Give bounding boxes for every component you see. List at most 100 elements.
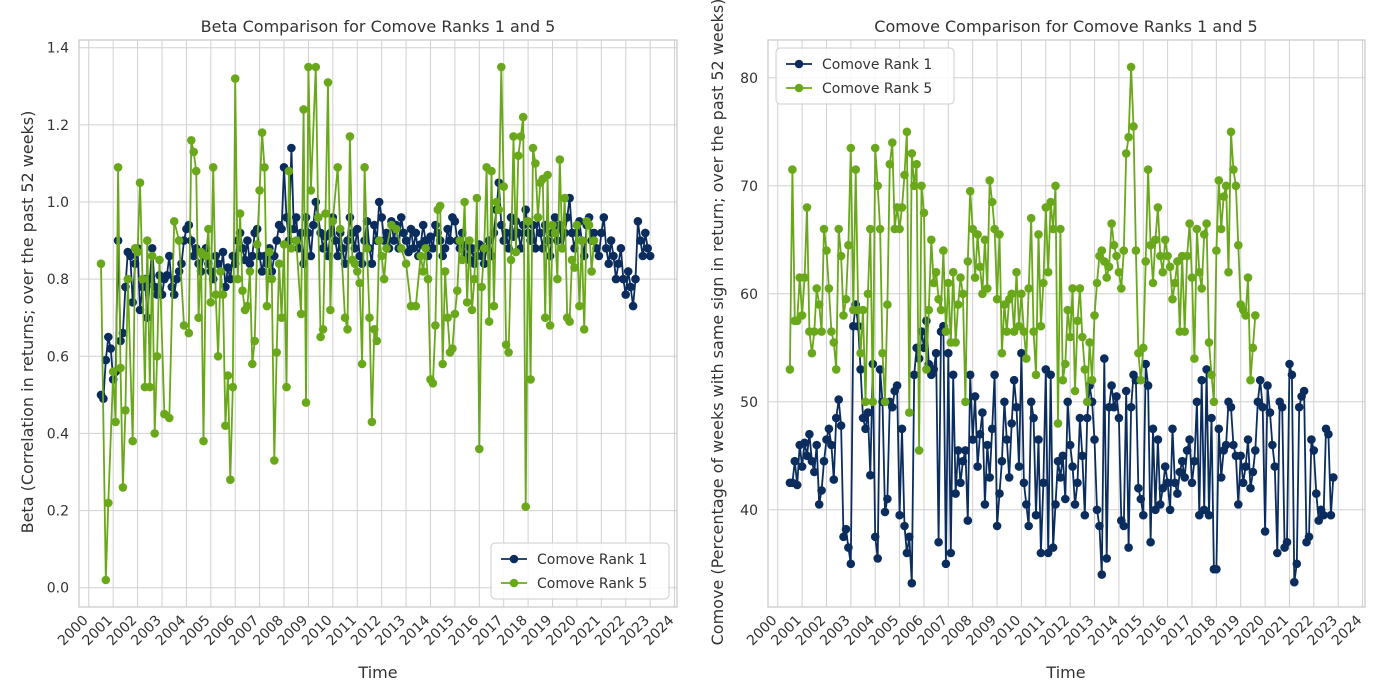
comove-data-point	[875, 365, 885, 374]
beta-data-point	[438, 251, 448, 261]
comove-data-point	[788, 165, 797, 174]
beta-data-point	[467, 305, 477, 315]
beta-data-point	[106, 344, 115, 353]
beta-data-point	[306, 251, 316, 261]
comove-data-point	[1248, 343, 1258, 353]
comove-data-point	[900, 170, 909, 180]
comove-data-point	[797, 462, 807, 471]
comove-data-point	[983, 284, 992, 293]
comove-data-point	[1097, 246, 1107, 255]
beta-data-point	[296, 228, 306, 238]
beta-data-point	[628, 301, 638, 311]
comove-data-point	[905, 408, 914, 417]
comove-data-point	[1277, 402, 1287, 412]
beta-data-point	[641, 228, 650, 238]
beta-data-point	[343, 325, 352, 334]
comove-data-point	[1085, 338, 1094, 347]
comove-data-point	[831, 365, 841, 374]
comove-data-point	[897, 424, 907, 434]
beta-data-point	[128, 298, 137, 307]
comove-data-point	[1043, 267, 1053, 277]
comove-data-point	[1141, 359, 1150, 369]
comove-data-point	[985, 473, 994, 482]
comove-data-point	[1214, 424, 1224, 434]
beta-data-point	[479, 244, 489, 253]
beta-data-point	[521, 205, 530, 214]
comove-data-point	[1248, 467, 1258, 477]
comove-data-point	[1141, 257, 1150, 266]
comove-data-point	[946, 548, 956, 558]
comove-data-point	[1131, 246, 1141, 255]
beta-data-point	[501, 228, 511, 238]
comove-data-point	[1163, 251, 1172, 261]
comove-data-point	[810, 327, 819, 336]
beta-data-point	[143, 236, 152, 245]
comove-data-point	[1197, 284, 1206, 293]
comove-data-point	[866, 224, 875, 234]
comove-data-point	[822, 246, 831, 255]
beta-data-point	[187, 236, 196, 245]
comove-data-point	[870, 532, 880, 542]
beta-data-point	[428, 379, 438, 388]
comove-data-point	[827, 440, 836, 450]
comove-data-point	[1219, 192, 1228, 201]
comove-data-point	[1061, 359, 1070, 369]
comove-data-point	[834, 224, 843, 234]
comove-data-point	[866, 470, 875, 480]
beta-legend-box	[490, 542, 670, 600]
beta-data-point	[206, 298, 216, 307]
beta-data-point	[450, 309, 460, 319]
comove-data-point	[975, 429, 985, 439]
beta-data-point	[304, 62, 313, 72]
beta-data-point	[443, 313, 452, 323]
beta-data-point	[450, 217, 460, 226]
comove-data-point	[819, 456, 829, 466]
comove-data-point	[970, 392, 980, 401]
beta-legend-label: Comove Rank 1	[537, 552, 647, 568]
comove-data-point	[897, 203, 907, 212]
beta-data-point	[277, 224, 286, 234]
beta-data-point	[558, 244, 567, 253]
comove-data-point	[807, 456, 817, 466]
beta-data-point	[543, 236, 552, 245]
comove-data-point	[1251, 311, 1260, 320]
beta-data-point	[604, 259, 613, 269]
comove-data-point	[1019, 327, 1029, 336]
comove-data-point	[997, 456, 1007, 466]
comove-data-point	[936, 305, 946, 315]
beta-data-point	[309, 220, 318, 230]
beta-data-point	[435, 201, 445, 211]
comove-data-point	[941, 559, 951, 569]
comove-data-point	[792, 480, 802, 490]
beta-data-point	[555, 155, 565, 164]
beta-data-point	[548, 220, 557, 230]
beta-data-point	[465, 236, 474, 245]
comove-data-point	[790, 456, 800, 466]
beta-data-point	[589, 228, 599, 238]
beta-data-point	[306, 186, 316, 195]
comove-y-tick-label: 50	[740, 395, 758, 411]
comove-data-point	[1165, 505, 1175, 515]
beta-data-point	[291, 213, 301, 222]
beta-legend-swatch-marker	[509, 554, 519, 564]
beta-data-point	[169, 217, 179, 226]
beta-data-point	[123, 274, 133, 284]
comove-data-point	[1324, 429, 1333, 439]
comove-data-point	[1063, 397, 1072, 407]
comove-data-point	[978, 408, 987, 417]
comove-data-point	[819, 224, 829, 234]
comove-data-point	[1226, 127, 1236, 137]
comove-data-point	[1236, 451, 1245, 461]
beta-data-point	[333, 251, 343, 261]
comove-data-point	[1051, 181, 1060, 191]
comove-data-point	[1029, 413, 1038, 423]
comove-data-point	[1287, 370, 1297, 380]
comove-data-point	[1070, 386, 1080, 396]
beta-data-point	[216, 267, 225, 276]
comove-data-point	[1192, 397, 1202, 407]
comove-data-point	[1117, 284, 1126, 293]
comove-data-point	[1263, 381, 1272, 390]
comove-data-point	[965, 370, 975, 380]
comove-data-point	[1243, 273, 1253, 282]
comove-data-point	[1270, 462, 1280, 471]
